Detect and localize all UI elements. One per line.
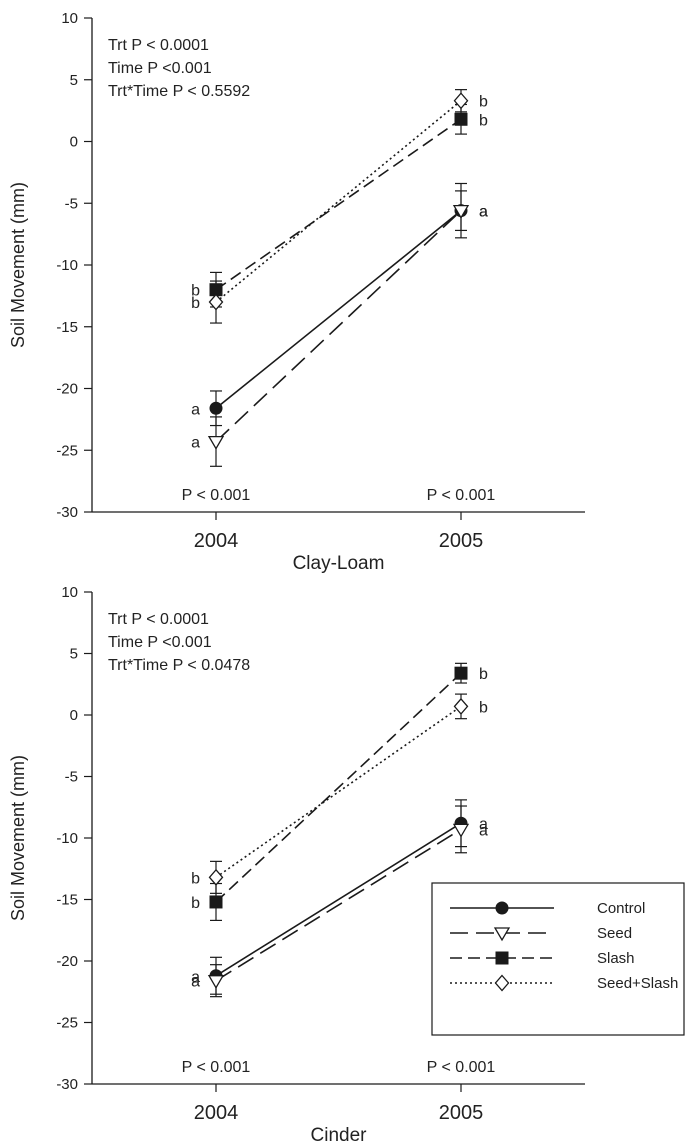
series-seed: aa	[191, 183, 488, 466]
series-slash: bb	[191, 104, 488, 307]
legend-marker	[496, 952, 508, 964]
series-line	[216, 673, 461, 902]
y-tick-label: -30	[56, 1076, 78, 1093]
y-tick-label: 0	[70, 134, 78, 151]
data-point	[455, 667, 467, 679]
data-point	[455, 93, 468, 108]
y-tick-label: 10	[61, 584, 78, 601]
y-axis-label: Soil Movement (mm)	[8, 755, 28, 921]
stats-annotation: Trt P < 0.0001	[108, 37, 209, 54]
stats-annotation: Trt*Time P < 0.0478	[108, 657, 250, 674]
stats-annotation: Time P <0.001	[108, 634, 212, 651]
y-tick-label: 10	[61, 10, 78, 27]
legend-label: Control	[597, 900, 645, 917]
legend-marker	[496, 902, 508, 914]
significance-letter: a	[191, 435, 200, 452]
series-line	[216, 119, 461, 289]
series-line	[216, 101, 461, 302]
x-axis-label: Cinder	[311, 1125, 368, 1145]
data-point	[454, 824, 468, 836]
legend-box	[432, 883, 684, 1035]
x-tick-label: 2005	[439, 530, 484, 552]
series-seed-slash: bb	[191, 694, 488, 893]
data-point	[209, 437, 223, 449]
legend-label: Slash	[597, 950, 635, 967]
p-value-label: P < 0.001	[427, 487, 496, 504]
series-line	[216, 829, 461, 980]
data-point	[210, 402, 222, 414]
significance-letter: b	[479, 666, 488, 683]
x-tick-label: 2004	[194, 530, 239, 552]
y-axis-label: Soil Movement (mm)	[8, 182, 28, 348]
x-tick-label: 2005	[439, 1102, 484, 1124]
legend: Control Seed Slash Seed+Slash	[432, 883, 684, 1035]
y-tick-label: 5	[70, 646, 78, 663]
y-tick-label: -25	[56, 442, 78, 459]
p-value-label: P < 0.001	[182, 1059, 251, 1076]
y-tick-label: -5	[65, 769, 78, 786]
stats-annotation: Trt P < 0.0001	[108, 611, 209, 628]
x-axis-label: Clay-Loam	[293, 553, 385, 574]
data-point	[455, 699, 468, 714]
y-tick-label: -10	[56, 830, 78, 847]
y-tick-label: 0	[70, 707, 78, 724]
stats-annotation: Time P <0.001	[108, 60, 212, 77]
significance-letter: b	[479, 699, 488, 716]
p-value-label: P < 0.001	[182, 487, 251, 504]
significance-letter: b	[479, 94, 488, 111]
series-line	[216, 823, 461, 976]
significance-letter: a	[191, 401, 200, 418]
significance-letter: a	[191, 974, 200, 991]
x-tick-label: 2004	[194, 1102, 239, 1124]
significance-letter: b	[191, 295, 200, 312]
data-point	[455, 113, 467, 125]
chart-panel-2: 10 5 0 -5 -10 -15 -20 -25 -30 2004 2005 Cinder Soil …	[8, 584, 684, 1145]
legend-label: Seed	[597, 925, 632, 942]
y-tick-label: 5	[70, 72, 78, 89]
data-point	[209, 976, 223, 988]
significance-letter: b	[191, 870, 200, 887]
y-tick-label: -30	[56, 504, 78, 521]
y-tick-label: -20	[56, 381, 78, 398]
chart-panel-1: 10 5 0 -5 -10 -15 -20 -25 -30 2004 2005 Clay-Loam So…	[8, 10, 585, 574]
significance-letter: b	[479, 112, 488, 129]
y-tick-label: -15	[56, 892, 78, 909]
series-seed-slash: bb	[191, 90, 488, 323]
p-value-label: P < 0.001	[427, 1059, 496, 1076]
y-tick-label: -5	[65, 195, 78, 212]
legend-label: Seed+Slash	[597, 975, 678, 992]
significance-letter: a	[479, 204, 488, 221]
series-line	[216, 211, 461, 409]
y-tick-label: -15	[56, 319, 78, 336]
y-tick-label: -25	[56, 1015, 78, 1032]
y-tick-label: -20	[56, 953, 78, 970]
significance-letter: a	[479, 822, 488, 839]
y-tick-label: -10	[56, 257, 78, 274]
stats-annotation: Trt*Time P < 0.5592	[108, 83, 250, 100]
data-point	[210, 896, 222, 908]
significance-letter: b	[191, 895, 200, 912]
data-point	[210, 870, 223, 885]
series-line	[216, 211, 461, 442]
